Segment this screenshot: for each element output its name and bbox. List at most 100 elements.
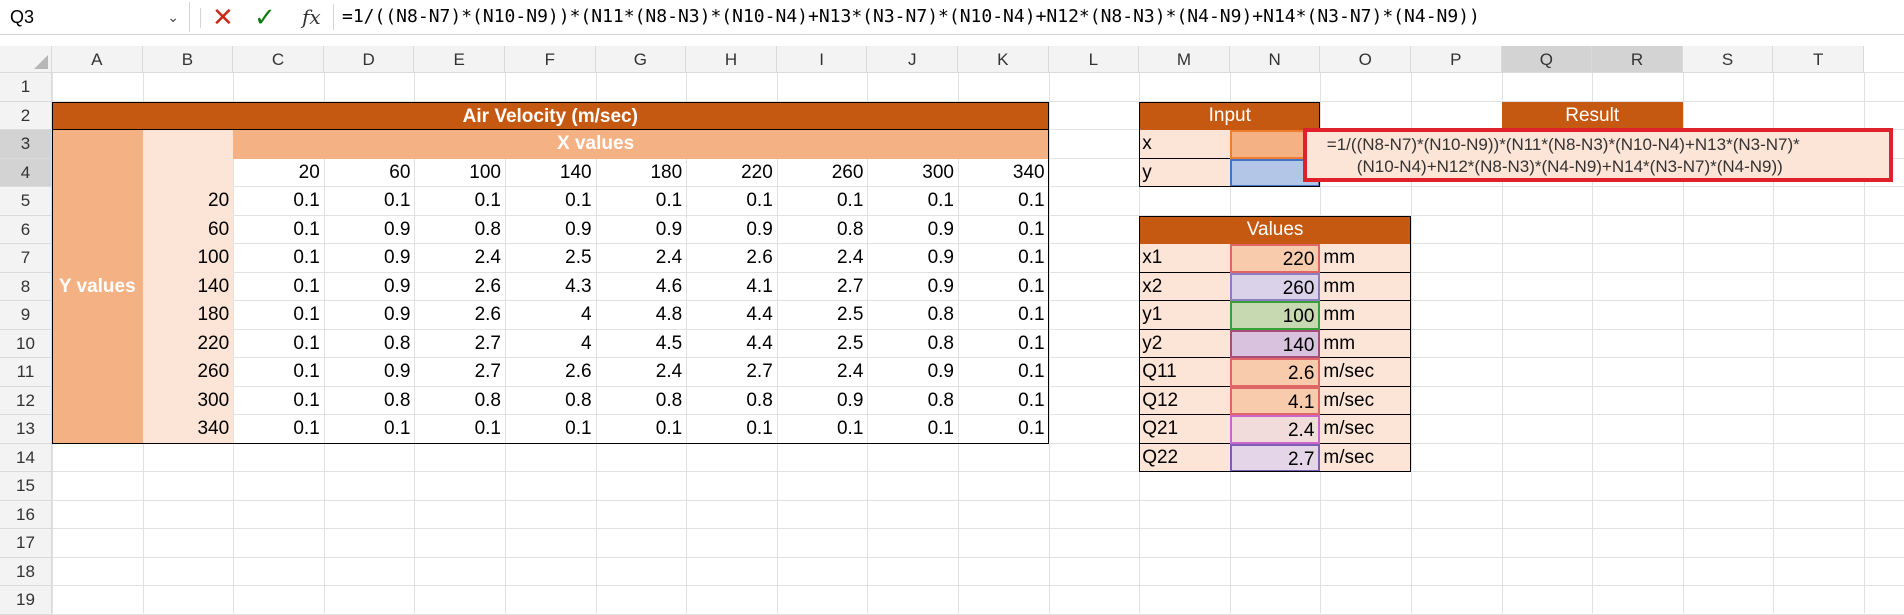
data-cell[interactable]: 0.1 xyxy=(474,418,501,439)
values-value[interactable]: 140 xyxy=(1229,329,1321,358)
data-cell[interactable]: 0.1 xyxy=(655,190,683,211)
column-header-i[interactable]: I xyxy=(776,46,868,73)
data-cell[interactable]: 0.1 xyxy=(1018,418,1045,439)
data-cell[interactable]: 0.9 xyxy=(565,218,592,240)
column-header-o[interactable]: O xyxy=(1320,46,1411,73)
data-cell[interactable]: 0.1 xyxy=(746,190,773,211)
data-cell[interactable]: 0.9 xyxy=(383,361,411,382)
data-cell[interactable]: 0.9 xyxy=(927,247,954,268)
select-all-corner[interactable] xyxy=(0,46,52,73)
data-cell[interactable]: 0.8 xyxy=(927,332,954,354)
data-cell[interactable]: 0.1 xyxy=(1018,218,1045,240)
data-cell[interactable]: 0.9 xyxy=(927,275,954,297)
data-cell[interactable]: 2.6 xyxy=(746,247,773,268)
data-cell[interactable]: 4.1 xyxy=(746,275,773,297)
data-cell[interactable]: 0.8 xyxy=(927,304,954,325)
data-cell[interactable]: 4.4 xyxy=(746,332,773,354)
data-cell[interactable]: 0.9 xyxy=(655,218,683,240)
data-cell[interactable]: 0.9 xyxy=(927,361,954,382)
row-header-16[interactable]: 16 xyxy=(0,500,52,529)
column-header-e[interactable]: E xyxy=(414,46,505,73)
row-header-7[interactable]: 7 xyxy=(0,244,52,273)
cancel-icon[interactable]: ✕ xyxy=(212,2,234,32)
data-cell[interactable]: 4.6 xyxy=(655,275,683,297)
row-header-3[interactable]: 3 xyxy=(0,130,52,159)
row-header-8[interactable]: 8 xyxy=(0,272,52,301)
data-cell[interactable]: 4.3 xyxy=(565,275,592,297)
row-header-17[interactable]: 17 xyxy=(0,529,52,558)
data-cell[interactable]: 0.8 xyxy=(927,389,954,411)
data-cell[interactable]: 0.1 xyxy=(293,361,320,382)
data-cell[interactable]: 0.1 xyxy=(836,418,864,439)
data-cell[interactable]: 0.8 xyxy=(474,218,501,240)
data-cell[interactable]: 2.5 xyxy=(836,304,864,325)
values-value[interactable]: 100 xyxy=(1229,301,1321,330)
row-header-19[interactable]: 19 xyxy=(0,586,52,615)
data-cell[interactable]: 0.8 xyxy=(383,389,411,411)
values-value[interactable]: 260 xyxy=(1229,272,1321,301)
values-value[interactable]: 220 xyxy=(1229,244,1321,273)
data-cell[interactable]: 2.6 xyxy=(565,361,592,382)
data-cell[interactable]: 4.5 xyxy=(655,332,683,354)
data-cell[interactable]: 2.5 xyxy=(565,247,592,268)
data-cell[interactable]: 2.7 xyxy=(474,361,501,382)
column-header-a[interactable]: A xyxy=(52,46,143,73)
values-value[interactable]: 2.4 xyxy=(1229,415,1321,444)
row-header-11[interactable]: 11 xyxy=(0,358,52,387)
data-cell[interactable]: 0.9 xyxy=(383,304,411,325)
data-cell[interactable]: 0.8 xyxy=(655,389,683,411)
column-header-s[interactable]: S xyxy=(1682,46,1774,73)
data-cell[interactable]: 4.4 xyxy=(746,304,773,325)
data-cell[interactable]: 0.1 xyxy=(1018,389,1045,411)
data-cell[interactable]: 0.1 xyxy=(565,418,592,439)
column-header-f[interactable]: F xyxy=(505,46,596,73)
row-header-12[interactable]: 12 xyxy=(0,386,52,415)
data-cell[interactable]: 0.1 xyxy=(293,218,320,240)
data-cell[interactable]: 0.9 xyxy=(927,218,954,240)
data-cell[interactable]: 0.9 xyxy=(383,247,411,268)
data-cell[interactable]: 0.8 xyxy=(565,389,592,411)
formula-input[interactable]: =1/((N8-N7)*(N10-N9))*(N11*(N8-N3)*(N10-… xyxy=(342,6,1480,27)
row-header-13[interactable]: 13 xyxy=(0,415,52,444)
values-value[interactable]: 2.7 xyxy=(1229,443,1321,472)
enter-check-icon[interactable]: ✓ xyxy=(254,2,276,32)
row-header-15[interactable]: 15 xyxy=(0,472,52,501)
data-cell[interactable]: 2.6 xyxy=(474,304,501,325)
column-header-c[interactable]: C xyxy=(233,46,324,73)
column-header-q[interactable]: Q xyxy=(1501,46,1593,73)
data-cell[interactable]: 4 xyxy=(581,332,592,354)
column-header-b[interactable]: B xyxy=(142,46,234,73)
row-header-2[interactable]: 2 xyxy=(0,101,52,130)
data-cell[interactable]: 0.1 xyxy=(383,418,411,439)
data-cell[interactable]: 0.1 xyxy=(565,190,592,211)
column-header-k[interactable]: K xyxy=(958,46,1049,73)
data-cell[interactable]: 2.4 xyxy=(655,247,683,268)
column-header-t[interactable]: T xyxy=(1773,46,1864,73)
row-header-14[interactable]: 14 xyxy=(0,443,52,472)
data-cell[interactable]: 0.1 xyxy=(293,190,320,211)
chevron-down-icon[interactable]: ⌄ xyxy=(167,9,179,25)
data-cell[interactable]: 0.9 xyxy=(383,275,411,297)
data-cell[interactable]: 2.4 xyxy=(655,361,683,382)
data-cell[interactable]: 0.1 xyxy=(1018,190,1045,211)
spreadsheet-grid[interactable]: A B C D E F G H I J K L M N O P Q R S T 1 2 3 4 5 6 7 8 9 10 11 12 13 14 1… xyxy=(0,46,1904,615)
data-cell[interactable]: 4 xyxy=(581,304,592,325)
data-cell[interactable]: 0.1 xyxy=(1018,304,1045,325)
data-cell[interactable]: 0.1 xyxy=(293,247,320,268)
data-cell[interactable]: 0.1 xyxy=(293,389,320,411)
data-cell[interactable]: 0.1 xyxy=(293,275,320,297)
data-cell[interactable]: 2.6 xyxy=(474,275,501,297)
row-header-10[interactable]: 10 xyxy=(0,329,52,358)
data-cell[interactable]: 0.1 xyxy=(293,418,320,439)
data-cell[interactable]: 2.7 xyxy=(746,361,773,382)
column-header-g[interactable]: G xyxy=(595,46,687,73)
row-header-18[interactable]: 18 xyxy=(0,557,52,586)
data-cell[interactable]: 0.9 xyxy=(746,218,773,240)
data-cell[interactable]: 0.9 xyxy=(383,218,411,240)
row-header-4[interactable]: 4 xyxy=(0,158,52,187)
data-cell[interactable]: 0.1 xyxy=(1018,247,1045,268)
column-header-j[interactable]: J xyxy=(867,46,958,73)
data-cell[interactable]: 0.1 xyxy=(293,304,320,325)
insert-function-icon[interactable]: fx xyxy=(302,5,321,29)
data-cell[interactable]: 2.7 xyxy=(474,332,501,354)
